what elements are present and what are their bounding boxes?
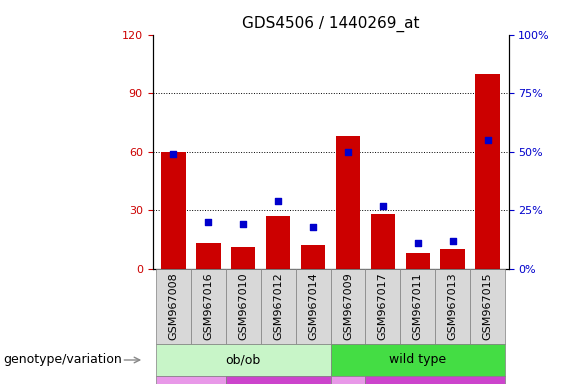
Text: wild type: wild type — [389, 354, 446, 366]
Bar — [266, 216, 290, 269]
Point — [308, 223, 318, 230]
Text: GSM967016: GSM967016 — [203, 272, 214, 340]
Text: GSM967009: GSM967009 — [343, 272, 353, 340]
Text: GSM967012: GSM967012 — [273, 272, 283, 340]
Text: GSM967008: GSM967008 — [168, 272, 179, 340]
Text: GSM967015: GSM967015 — [483, 272, 493, 340]
Bar — [231, 247, 255, 269]
Bar — [301, 245, 325, 269]
Point — [413, 240, 422, 246]
Text: GSM967014: GSM967014 — [308, 272, 318, 340]
Text: ob/ob: ob/ob — [225, 354, 261, 366]
Bar — [475, 74, 500, 269]
Title: GDS4506 / 1440269_at: GDS4506 / 1440269_at — [242, 16, 419, 32]
Text: GSM967017: GSM967017 — [378, 272, 388, 340]
Point — [379, 202, 388, 209]
Point — [344, 149, 353, 155]
Point — [169, 151, 178, 157]
Bar — [441, 249, 465, 269]
Text: GSM967010: GSM967010 — [238, 272, 248, 340]
Point — [273, 198, 282, 204]
Bar — [336, 136, 360, 269]
Bar — [196, 243, 220, 269]
Point — [448, 238, 457, 244]
Text: GSM967011: GSM967011 — [413, 272, 423, 340]
Point — [204, 219, 213, 225]
Bar — [406, 253, 430, 269]
Bar — [371, 214, 395, 269]
Point — [239, 221, 248, 227]
Text: genotype/variation: genotype/variation — [3, 354, 121, 366]
Bar — [161, 152, 186, 269]
Text: GSM967013: GSM967013 — [447, 272, 458, 340]
Point — [483, 137, 492, 143]
